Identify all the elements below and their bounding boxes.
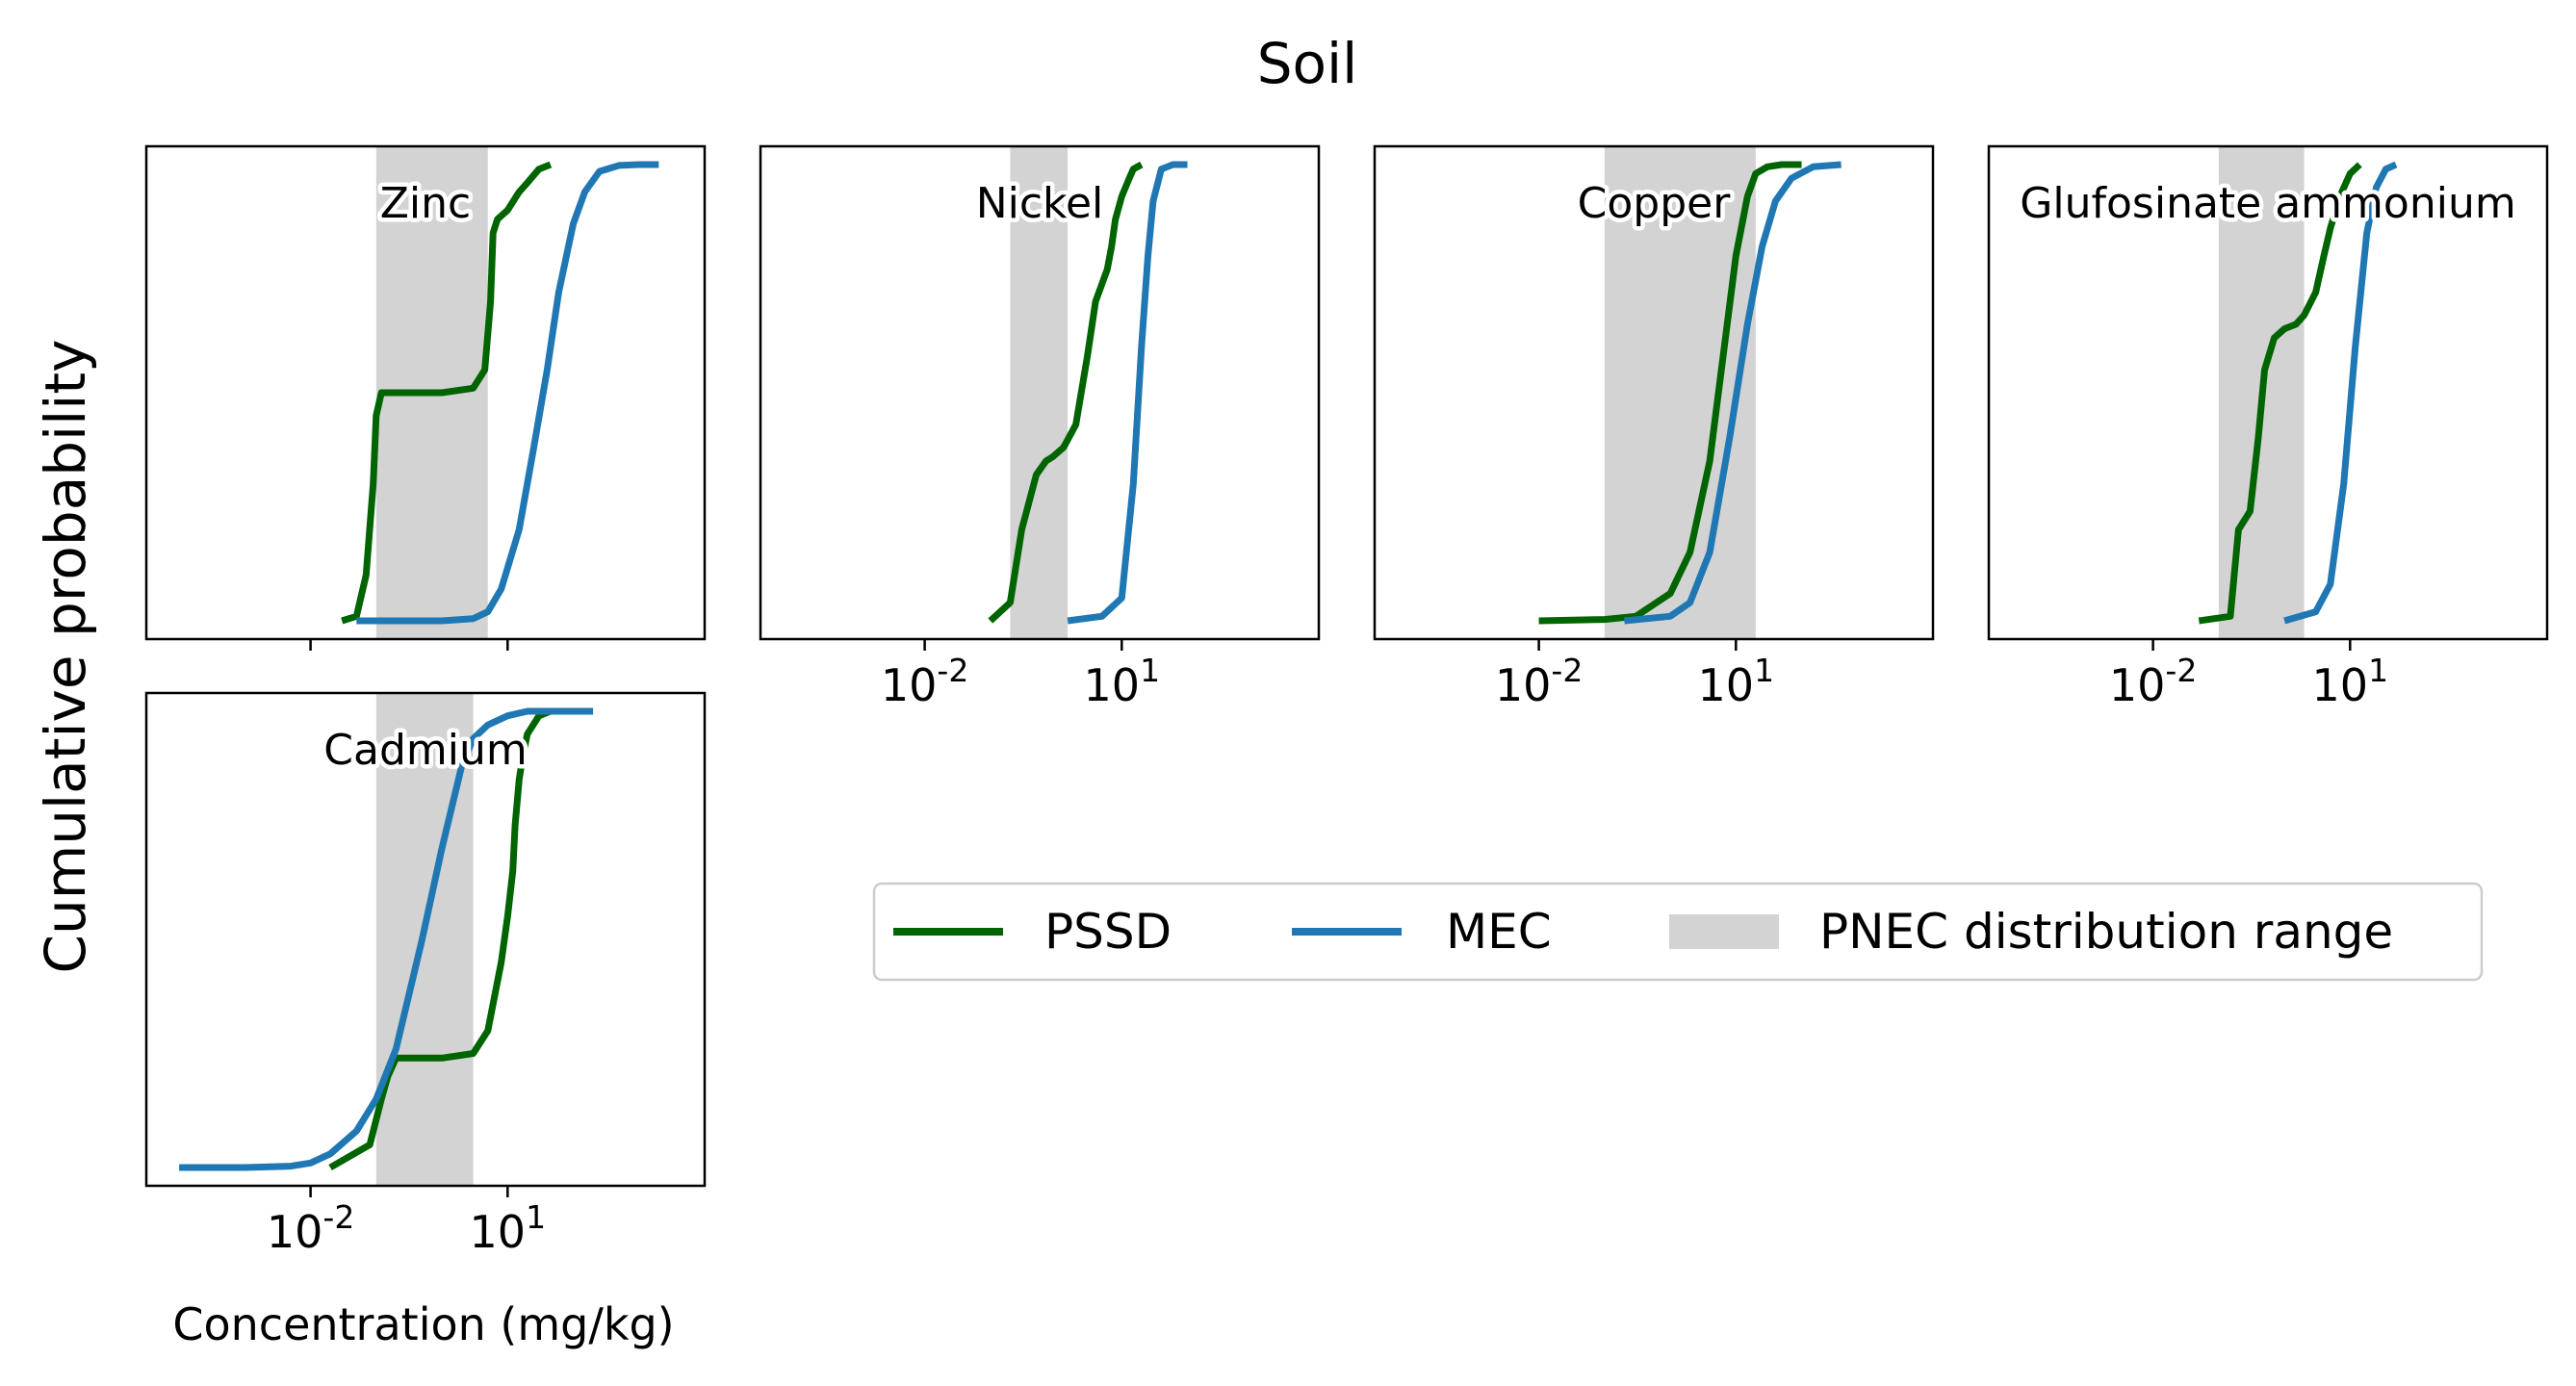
- legend-label: PSSD: [1044, 904, 1172, 960]
- panel-cadmium: 10-2 101 Cadmium: [144, 691, 707, 1258]
- series-line-mec: [179, 707, 594, 1171]
- panel-glufosinate-ammonium: 10-2 101 Glufosinate ammonium: [1987, 144, 2549, 711]
- plot-area: [179, 693, 594, 1186]
- legend-entry-mec: MEC: [1292, 904, 1552, 960]
- panel-title: Cadmium: [323, 726, 527, 775]
- axes-frame: [144, 144, 707, 641]
- series-line-pssd: [1538, 161, 1802, 625]
- plot-area: [2198, 146, 2398, 639]
- x-tick-label: 101: [1698, 652, 1775, 711]
- panel-title: Nickel: [976, 179, 1104, 228]
- x-tick-label: 101: [1084, 652, 1161, 711]
- axes-frame: [1987, 144, 2549, 641]
- legend-label: PNEC distribution range: [1819, 904, 2393, 960]
- panel-title: Copper: [1578, 179, 1732, 228]
- panel-title: Glufosinate ammonium: [2020, 179, 2515, 228]
- axes-frame: [759, 144, 1321, 641]
- x-tick-label: 101: [470, 1198, 547, 1258]
- series-line-pssd: [2198, 162, 2362, 625]
- series-line-pssd: [341, 161, 553, 625]
- series-line-mec: [2283, 161, 2398, 625]
- x-tick-label: 101: [2312, 652, 2389, 711]
- plot-area: [988, 146, 1188, 639]
- panel-nickel: 10-2 101 Nickel: [759, 144, 1321, 711]
- plot-area: [1538, 146, 1842, 639]
- pnec-band: [1604, 146, 1756, 639]
- plot-area: [341, 146, 659, 639]
- chart-panels: Zinc 10-2 101 Nickel 10-2 101 Copper 10-2 101 Glu…: [144, 144, 2549, 1258]
- legend-swatch: [1669, 914, 1779, 949]
- axes-frame: [144, 691, 707, 1188]
- legend-entry-pssd: PSSD: [893, 904, 1172, 960]
- legend: PSSD MEC PNEC distribution range: [872, 882, 2484, 982]
- x-tick-label: 10-2: [267, 1198, 354, 1258]
- x-tick-label: 10-2: [1495, 652, 1583, 711]
- series-line-mec: [1067, 161, 1188, 625]
- series-line-mec: [1624, 161, 1842, 625]
- figure-xlabel: Concentration (mg/kg): [172, 1298, 674, 1350]
- panel-copper: 10-2 101 Copper: [1373, 144, 1935, 711]
- panel-title: Zinc: [380, 179, 471, 228]
- x-tick-label: 10-2: [2109, 652, 2197, 711]
- series-line-pssd: [988, 161, 1144, 624]
- legend-entry-pnec: PNEC distribution range: [1669, 904, 2393, 960]
- x-tick-label: 10-2: [881, 652, 968, 711]
- figure-title: Soil: [1257, 31, 1358, 96]
- legend-label: MEC: [1446, 904, 1552, 960]
- figure-ylabel: Cumulative probability: [33, 340, 98, 974]
- axes-frame: [1373, 144, 1935, 641]
- series-line-mec: [356, 161, 659, 625]
- panel-zinc: Zinc: [144, 144, 707, 651]
